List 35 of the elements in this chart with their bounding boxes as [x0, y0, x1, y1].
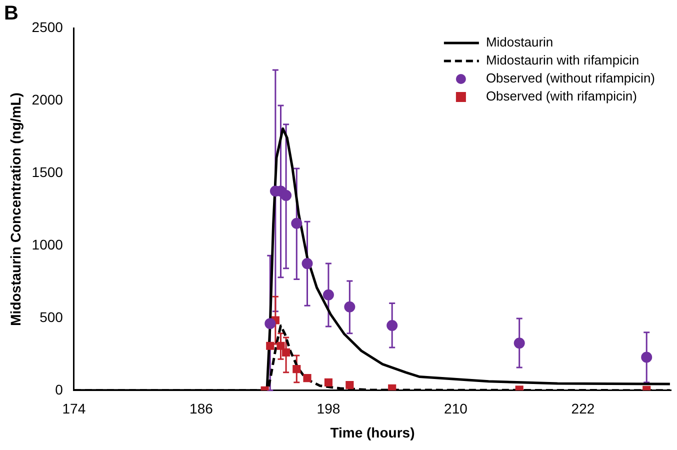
point: [276, 342, 285, 350]
point: [291, 218, 302, 229]
x-tick-label: 198: [316, 400, 340, 417]
point: [280, 190, 292, 201]
legend-label: Observed (without rifampicin): [486, 70, 656, 86]
x-tick-label: 186: [190, 400, 214, 417]
y-tick-label: 2000: [32, 91, 64, 108]
legend-label: Midostaurin: [486, 34, 554, 50]
y-tick-label: 1000: [32, 236, 64, 252]
point: [282, 348, 290, 356]
point: [266, 342, 274, 350]
point: [292, 365, 301, 374]
y-axis-title: Midostaurin Concentration (ng/mL): [7, 92, 24, 326]
y-tick-label: 0: [55, 381, 64, 398]
point: [641, 352, 652, 363]
point: [322, 289, 334, 300]
point: [303, 374, 312, 382]
point: [324, 378, 332, 386]
x-tick-label: 210: [444, 400, 468, 417]
y-tick-label: 1500: [32, 164, 64, 180]
point: [514, 338, 525, 349]
point: [264, 318, 276, 330]
point: [346, 381, 354, 390]
y-tick-label: 2500: [32, 18, 64, 35]
y-tick-label: 500: [40, 308, 64, 325]
x-axis-title: Time (hours): [330, 424, 415, 440]
point: [386, 320, 398, 331]
legend-label: Observed (with rifampicin): [486, 88, 637, 104]
x-tick-label: 174: [62, 400, 86, 417]
legend-label: Midostaurin with rifampicin: [486, 52, 640, 68]
point: [344, 301, 356, 312]
point: [302, 258, 313, 270]
point: [388, 384, 396, 390]
x-tick-label: 222: [571, 400, 595, 417]
chart-title: B: [4, 2, 18, 25]
